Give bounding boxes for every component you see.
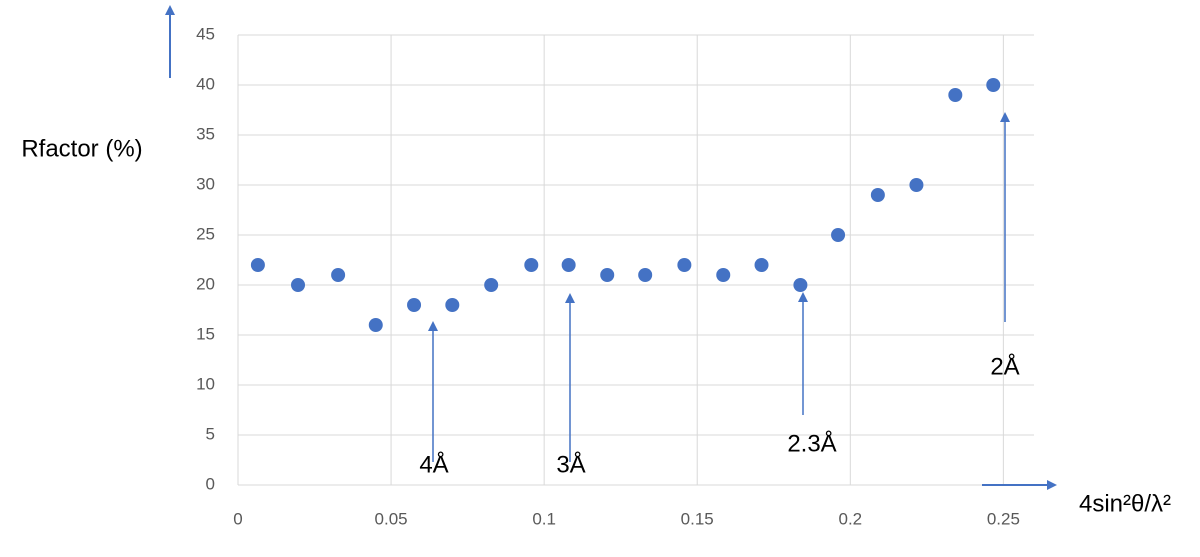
point (368, 318, 383, 332)
x-tick-label: 0.05 (375, 509, 408, 528)
x-tick-label: 0 (233, 509, 242, 528)
x-tick-label: 0.1 (532, 509, 556, 528)
y-tick-label: 45 (196, 24, 215, 43)
point (986, 78, 1001, 92)
x-tick-label: 0.2 (838, 509, 862, 528)
x-tick-label: 0.25 (987, 509, 1020, 528)
point (524, 258, 539, 272)
annotation: 2.3Å (787, 429, 836, 457)
y-tick-label: 30 (196, 174, 215, 193)
y-tick-label: 35 (196, 124, 215, 143)
point (331, 268, 346, 282)
point (716, 268, 731, 282)
y-tick-label: 5 (206, 424, 215, 443)
y-tick-label: 40 (196, 74, 215, 93)
y-tick-label: 20 (196, 274, 215, 293)
point (445, 298, 460, 312)
point (291, 278, 306, 292)
point (793, 278, 808, 292)
point (484, 278, 499, 292)
point (948, 88, 963, 102)
point (638, 268, 653, 282)
annotation: 2Å (990, 352, 1019, 380)
y-tick-label: 25 (196, 224, 215, 243)
x-tick-label: 0.15 (681, 509, 714, 528)
y-tick-label: 15 (196, 324, 215, 343)
annotation: 4Å (419, 450, 448, 478)
point (754, 258, 769, 272)
y-tick-label: 0 (206, 474, 215, 493)
annotation: 3Å (556, 450, 585, 478)
y-axis-title: Rfactor (%) (21, 135, 142, 162)
point (831, 228, 846, 242)
point (561, 258, 576, 272)
x-axis-title: 4sin²θ/λ² (1079, 490, 1171, 517)
point (600, 268, 615, 282)
y-tick-label: 10 (196, 374, 215, 393)
point (677, 258, 692, 272)
point (407, 298, 422, 312)
point (909, 178, 924, 192)
point (250, 258, 265, 272)
point (870, 188, 885, 202)
